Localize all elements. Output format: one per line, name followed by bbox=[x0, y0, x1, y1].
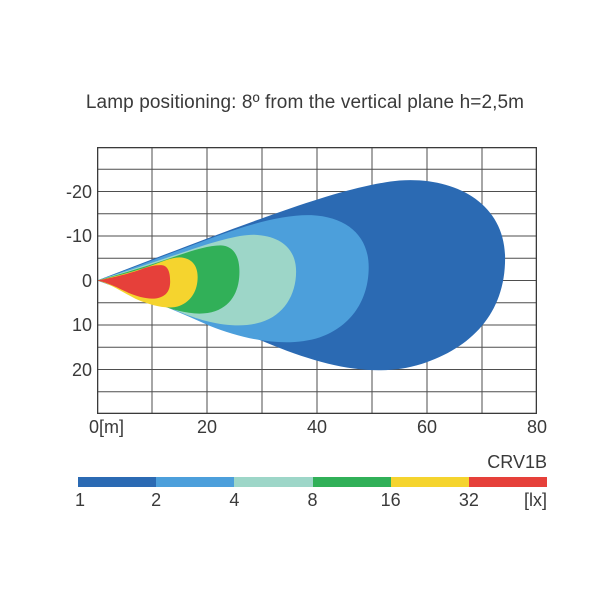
legend-tick-label: 2 bbox=[151, 490, 162, 510]
legend-segment-2lx bbox=[156, 477, 235, 487]
legend-tick-label: 1 bbox=[74, 490, 86, 510]
legend-segment-16lx bbox=[390, 477, 469, 487]
legend-segment-8lx bbox=[312, 477, 391, 487]
y-tick-label: -20 bbox=[65, 181, 92, 202]
beam-contours bbox=[97, 180, 506, 371]
x-tick-label: 60 bbox=[416, 417, 438, 437]
y-tick-label: 20 bbox=[71, 359, 92, 380]
legend-tick-label: 8 bbox=[307, 490, 318, 510]
y-tick-label: 10 bbox=[71, 315, 92, 335]
legend-segment-1lx bbox=[78, 477, 157, 487]
legend-tick-label: 4 bbox=[229, 490, 240, 510]
x-tick-label: 80 bbox=[526, 417, 548, 437]
y-tick-label: 0 bbox=[81, 270, 92, 291]
isolux-plot bbox=[97, 147, 537, 414]
legend-segment-32lx bbox=[468, 477, 548, 487]
legend-tick-label: 16 bbox=[380, 490, 401, 510]
plot-frame bbox=[97, 147, 537, 414]
legend-unit-label: [lx] bbox=[523, 490, 547, 510]
contour-32lx bbox=[97, 265, 171, 299]
legend-color-bar bbox=[78, 477, 548, 487]
y-tick-label: -10 bbox=[65, 226, 92, 246]
x-tick-label: 40 bbox=[306, 417, 328, 437]
legend-tick-label: 32 bbox=[458, 490, 479, 510]
chart-title: Lamp positioning: 8º from the vertical p… bbox=[85, 92, 525, 113]
x-tick-label: 0[m] bbox=[89, 417, 125, 437]
legend-series-label: CRV1B bbox=[487, 452, 547, 472]
x-tick-label: 20 bbox=[196, 417, 218, 437]
legend-segment-4lx bbox=[234, 477, 313, 487]
